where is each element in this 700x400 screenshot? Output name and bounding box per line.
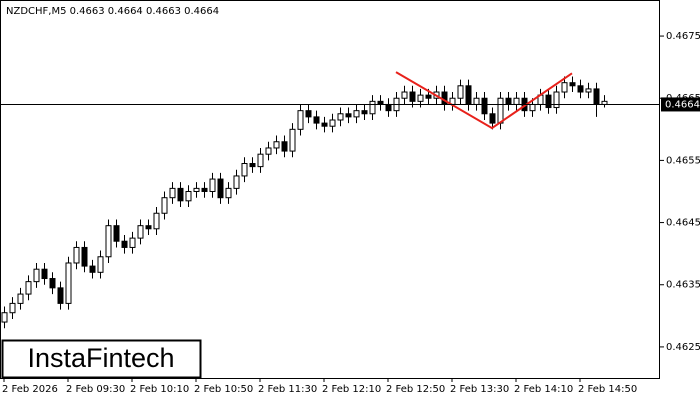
candle-body — [553, 91, 560, 109]
candle-body — [281, 141, 288, 152]
candle-body — [529, 103, 536, 112]
candle-body — [49, 278, 56, 289]
price-label: 0.4664 — [665, 99, 700, 110]
candle-body — [593, 88, 600, 105]
candle-body — [489, 113, 496, 124]
candle-body — [473, 97, 480, 105]
candle-body — [57, 287, 64, 304]
x-tick-label: 2 Feb 11:30 — [258, 384, 317, 395]
candle-body — [89, 265, 96, 273]
candle-body — [329, 119, 336, 127]
candle-body — [577, 85, 584, 93]
y-tick-label: 0.4675 — [666, 31, 700, 42]
y-tick-label: 0.4625 — [666, 342, 700, 353]
candle-body — [305, 110, 312, 118]
candle-body — [505, 97, 512, 105]
candle-body — [153, 212, 160, 230]
candle-body — [313, 116, 320, 124]
price-label-box — [661, 97, 700, 112]
candle-body — [321, 122, 328, 127]
candle-body — [121, 240, 128, 248]
candle-body — [169, 187, 176, 199]
x-tick-label: 2 Feb 2026 — [2, 384, 58, 395]
candle-body — [17, 293, 24, 304]
candle-body — [513, 97, 520, 105]
y-tick-label: 0.4645 — [666, 218, 700, 229]
watermark-box — [1, 339, 202, 379]
candle-body — [233, 175, 240, 189]
candle-body — [497, 97, 504, 124]
candle-body — [241, 163, 248, 177]
candle-body — [217, 178, 224, 199]
candle-body — [585, 88, 592, 93]
candle-body — [369, 100, 376, 115]
candle-body — [105, 225, 112, 258]
candle-body — [33, 268, 40, 283]
plot-frame — [0, 0, 660, 379]
x-tick-label: 2 Feb 14:10 — [514, 384, 573, 395]
candle-body — [297, 110, 304, 130]
candle-body — [129, 237, 136, 248]
x-tick-label: 2 Feb 14:50 — [578, 384, 637, 395]
candle-body — [345, 113, 352, 118]
candle-body — [177, 187, 184, 202]
candle-body — [193, 187, 200, 192]
candle-body — [25, 281, 32, 295]
candle-body — [1, 312, 8, 323]
candle-body — [337, 113, 344, 121]
candle-body — [201, 187, 208, 192]
candle-body — [97, 256, 104, 273]
candle-body — [353, 110, 360, 118]
candle-body — [385, 103, 392, 112]
x-tick-label: 2 Feb 12:50 — [386, 384, 445, 395]
candle-body — [113, 225, 120, 242]
candle-body — [545, 94, 552, 109]
watermark: InstaFintech — [27, 343, 174, 373]
candle-body — [225, 187, 232, 199]
candle-body — [41, 268, 48, 280]
candle-body — [265, 147, 272, 155]
candle-body — [9, 302, 16, 314]
candle-body — [401, 91, 408, 99]
candle-body — [465, 85, 472, 105]
candle-body — [161, 197, 168, 214]
candle-body — [569, 82, 576, 87]
pattern-line — [395, 71, 573, 130]
candle-body — [145, 225, 152, 230]
x-tick-label: 2 Feb 10:50 — [194, 384, 253, 395]
candle-body — [457, 85, 464, 99]
candle-body — [65, 262, 72, 304]
x-tick-label: 2 Feb 12:10 — [322, 384, 381, 395]
candle-body — [209, 178, 216, 192]
y-tick-label: 0.4655 — [666, 155, 700, 166]
y-tick-label: 0.4635 — [666, 280, 700, 291]
candle-body — [481, 97, 488, 115]
x-tick-label: 2 Feb 10:10 — [130, 384, 189, 395]
candle-body — [273, 141, 280, 149]
candle-body — [73, 246, 80, 264]
candle-body — [361, 110, 368, 115]
x-tick-label: 2 Feb 09:30 — [66, 384, 125, 395]
candle-body — [249, 163, 256, 168]
candle-body — [409, 91, 416, 102]
candle-body — [425, 94, 432, 99]
candle-body — [137, 225, 144, 239]
candle-body — [417, 94, 424, 102]
candle-body — [257, 153, 264, 168]
candle-body — [81, 246, 88, 267]
candle-body — [561, 82, 568, 93]
candle-body — [185, 190, 192, 202]
chart-title: NZDCHF,M5 0.4663 0.4664 0.4663 0.4664 — [6, 6, 219, 17]
x-tick-label: 2 Feb 13:30 — [450, 384, 509, 395]
candle-body — [289, 128, 296, 152]
